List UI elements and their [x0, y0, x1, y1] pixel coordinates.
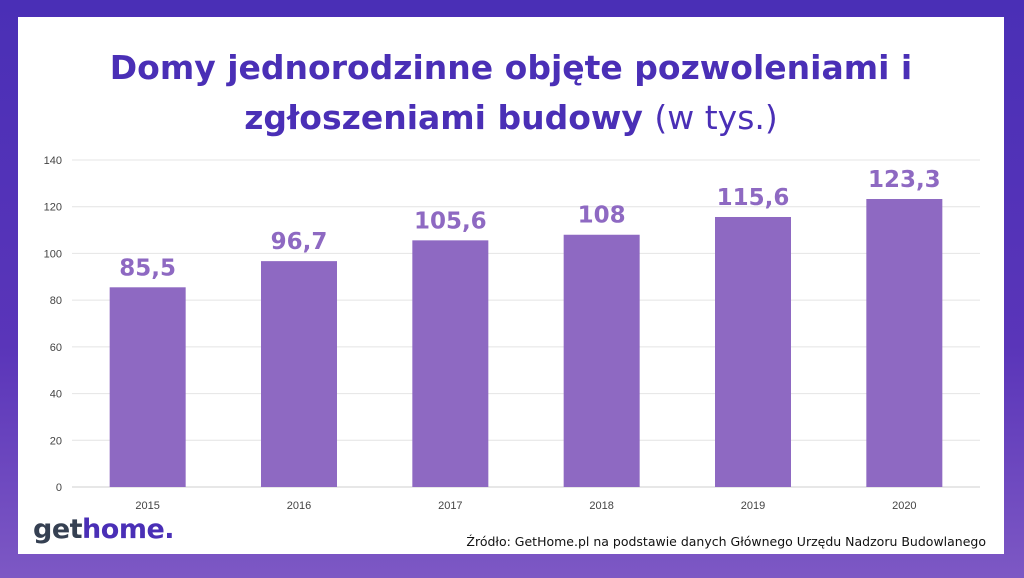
- data-label-2019: 115,6: [717, 185, 790, 211]
- x-tick-label-2019: 2019: [741, 500, 765, 512]
- y-tick-label-140: 140: [44, 155, 62, 167]
- data-label-2015: 85,5: [119, 255, 176, 281]
- x-tick-label-2016: 2016: [287, 500, 311, 512]
- title-line-1: Domy jednorodzinne objęte pozwoleniami i: [109, 48, 913, 87]
- data-label-2018: 108: [578, 203, 626, 229]
- y-tick-label-60: 60: [50, 342, 62, 354]
- title-line-2: zgłoszeniami budowy (w tys.): [18, 93, 1004, 143]
- y-tick-label-120: 120: [44, 202, 62, 214]
- y-tick-label-100: 100: [44, 248, 62, 260]
- x-tick-label-2017: 2017: [438, 500, 462, 512]
- x-tick-label-2015: 2015: [135, 500, 159, 512]
- bar-2020: [866, 199, 943, 488]
- data-label-2016: 96,7: [271, 229, 328, 255]
- y-tick-label-80: 80: [50, 295, 62, 307]
- bar-2019: [715, 216, 791, 487]
- bar-2016: [261, 261, 337, 487]
- y-tick-label-0: 0: [56, 482, 62, 494]
- x-tick-label-2018: 2018: [589, 500, 613, 512]
- logo-part-home: home.: [82, 514, 175, 545]
- gethome-logo: gethome.: [33, 514, 175, 545]
- title-unit: (w tys.): [654, 98, 778, 137]
- data-label-2020: 123,3: [868, 167, 941, 193]
- logo-part-get: get: [33, 514, 83, 545]
- bar-2018: [563, 234, 640, 487]
- y-tick-label-40: 40: [50, 389, 62, 401]
- bar-2015: [109, 287, 186, 487]
- data-label-2017: 105,6: [414, 208, 487, 234]
- source-note: Źródło: GetHome.pl na podstawie danych G…: [466, 534, 986, 549]
- chart-title: Domy jednorodzinne objęte pozwoleniami i…: [18, 43, 1004, 143]
- bar-2017: [412, 240, 489, 487]
- x-tick-label-2020: 2020: [892, 500, 916, 512]
- y-tick-label-20: 20: [50, 435, 62, 447]
- title-line-2-text: zgłoszeniami budowy: [244, 98, 643, 137]
